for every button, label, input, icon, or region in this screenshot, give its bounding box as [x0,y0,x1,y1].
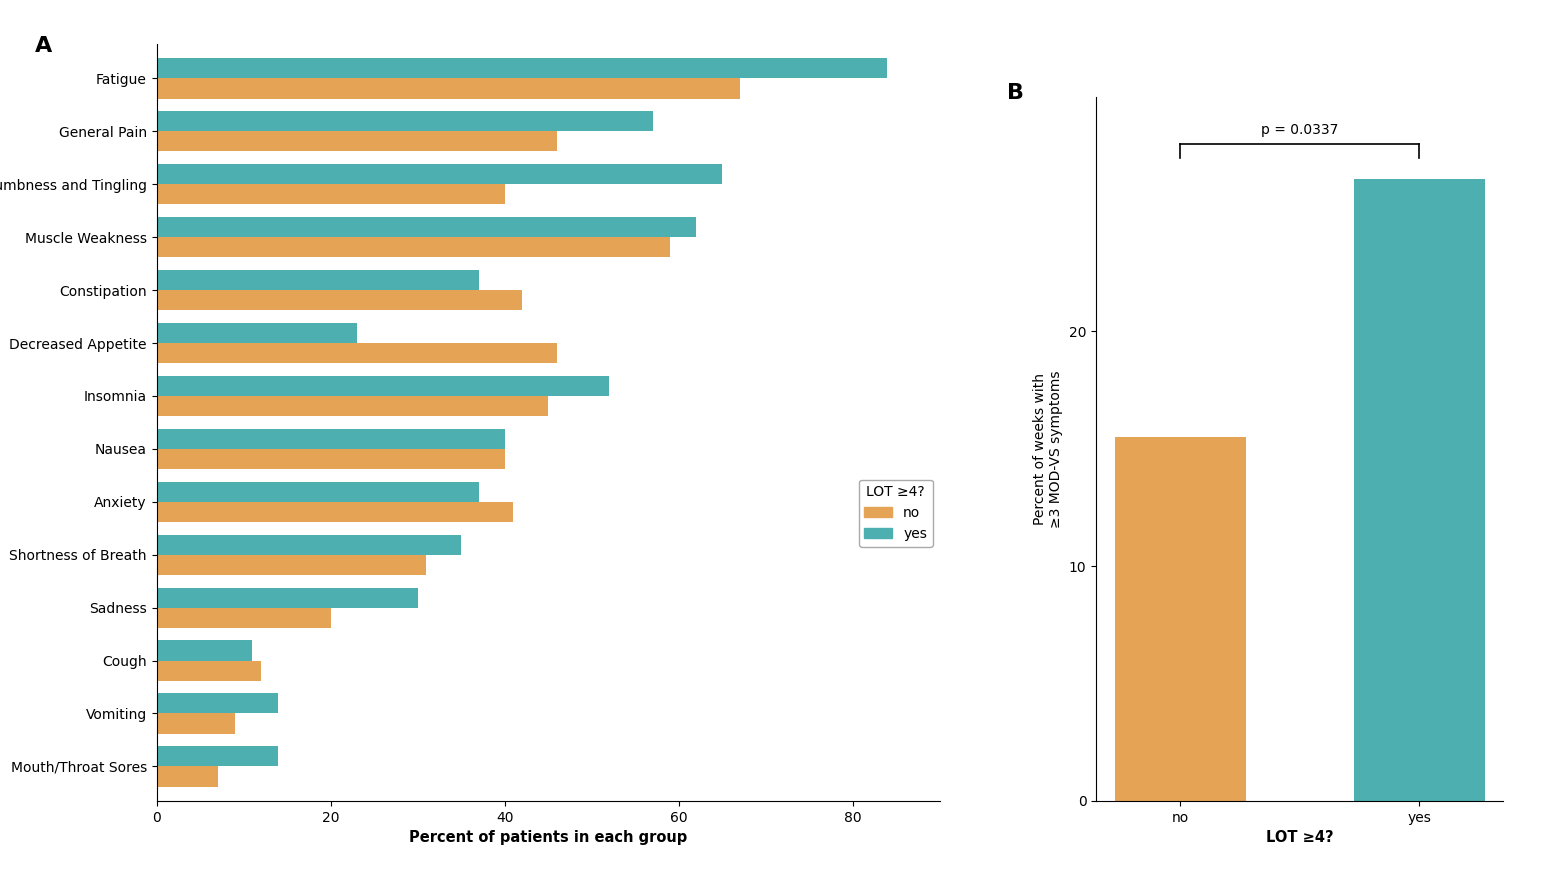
Bar [157,111,653,131]
Bar [157,343,557,363]
Bar [157,270,479,290]
Bar [1115,437,1247,801]
Y-axis label: Percent of weeks with
≥3 MOD-VS symptoms: Percent of weeks with ≥3 MOD-VS symptoms [1034,370,1063,527]
Bar [157,661,262,680]
Bar [157,131,557,151]
Bar [157,184,504,204]
Bar [157,238,670,257]
Bar [157,554,426,575]
X-axis label: Percent of patients in each group: Percent of patients in each group [409,830,687,845]
Bar [157,766,218,787]
Text: A: A [36,36,53,56]
Bar [157,376,609,396]
Bar [157,534,460,554]
Bar [157,607,330,627]
Bar [157,78,739,99]
Bar [157,641,252,661]
Bar [157,693,279,714]
X-axis label: LOT ≥4?: LOT ≥4? [1265,830,1334,845]
Bar [157,746,279,766]
Bar [157,165,722,184]
Bar [157,714,235,734]
Bar [157,502,514,522]
Text: B: B [1007,83,1024,103]
Bar [157,290,521,311]
Bar [157,217,695,238]
Bar [1353,179,1485,801]
Bar [157,449,504,469]
Bar [157,481,479,502]
Bar [157,396,548,416]
Bar [157,588,418,607]
Text: p = 0.0337: p = 0.0337 [1261,122,1339,136]
Bar [157,58,888,78]
Bar [157,429,504,449]
Legend: no, yes: no, yes [858,480,933,546]
Bar [157,323,357,343]
